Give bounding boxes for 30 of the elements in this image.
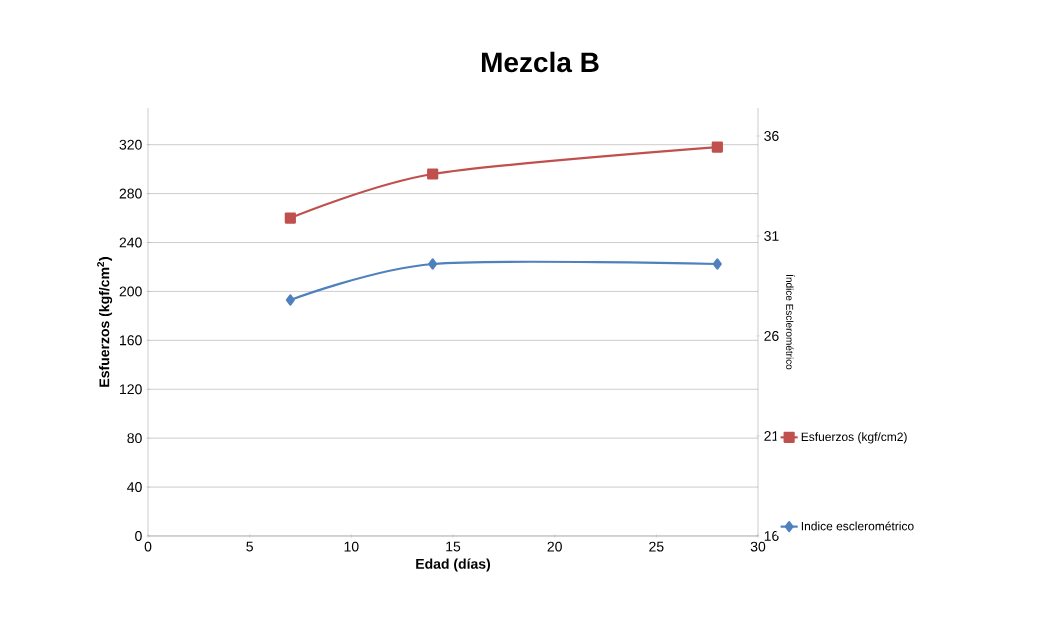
x-tick-label: 15 bbox=[446, 541, 461, 552]
x-tick-label: 5 bbox=[246, 541, 253, 552]
point bbox=[427, 168, 439, 180]
point bbox=[711, 141, 723, 153]
legend-label: Indice esclerométrico bbox=[801, 521, 914, 531]
legend-label: Esfuerzos (kgf/cm2) bbox=[801, 432, 907, 444]
x-tick-label: 0 bbox=[144, 541, 152, 552]
y-tick-label: 40 bbox=[127, 482, 142, 493]
y2-axis-title: Índice Esclerométrico bbox=[786, 274, 795, 370]
y2-tick-label: 21 bbox=[764, 431, 779, 441]
y2-tick-label: 16 bbox=[764, 531, 779, 541]
y2-tick-label: 31 bbox=[764, 231, 779, 241]
y-tick-label: 320 bbox=[119, 139, 142, 150]
y-tick-label: 280 bbox=[119, 188, 142, 199]
y-tick-label: 120 bbox=[120, 384, 142, 395]
y-axis-title: Esfuerzos (kgf/cm$^{2}$) bbox=[97, 257, 113, 387]
y-tick-label: 240 bbox=[119, 237, 142, 248]
y-tick-label: 160 bbox=[120, 335, 142, 346]
x-tick-label: 20 bbox=[547, 541, 562, 552]
y2-tick-label: 36 bbox=[764, 131, 779, 141]
y2-tick-label: 26 bbox=[764, 331, 779, 341]
y-tick-label: 0 bbox=[135, 531, 142, 541]
y-tick-label: 80 bbox=[127, 433, 142, 444]
x-tick-label: 25 bbox=[649, 541, 664, 552]
x-tick-label: 10 bbox=[344, 541, 359, 552]
point bbox=[284, 212, 296, 224]
x-tick-label: 30 bbox=[750, 541, 766, 552]
x-axis-title: Edad (días) bbox=[416, 558, 491, 572]
y-tick-label: 200 bbox=[119, 286, 142, 297]
chart-title: Mezcla B bbox=[481, 51, 599, 73]
